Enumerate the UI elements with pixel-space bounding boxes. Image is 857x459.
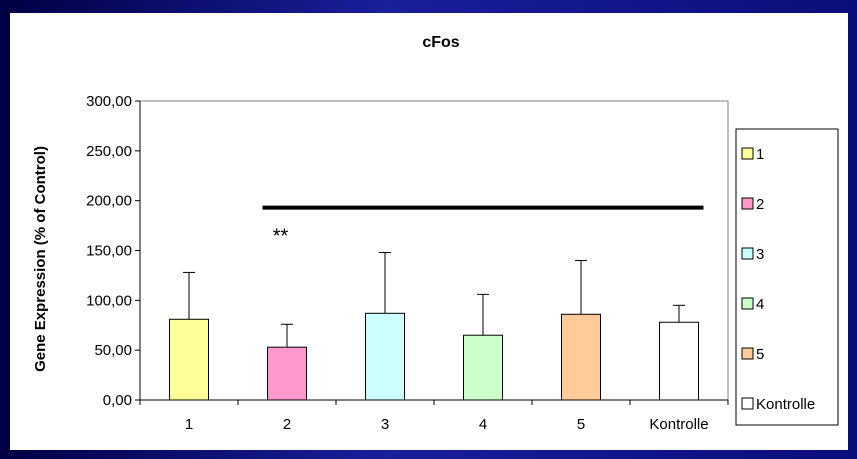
significance-label: ** (273, 226, 289, 248)
x-tick-label: Kontrolle (649, 416, 708, 433)
bar (659, 321, 699, 401)
chart-area: cFos Gene Expression (% of Control) 0,00… (10, 13, 848, 450)
legend-swatch (741, 197, 754, 210)
legend-label: 3 (756, 246, 764, 263)
y-tick-label: 50,00 (94, 342, 132, 359)
legend-swatch (741, 147, 754, 160)
y-tick-label: 150,00 (86, 243, 132, 260)
legend: 1 2 3 4 5 Kontrolle (735, 128, 839, 426)
legend-swatch (741, 247, 754, 260)
bar (365, 312, 405, 401)
plot-frame (139, 100, 729, 401)
legend-label: 1 (756, 146, 764, 163)
y-tick-label: 200,00 (86, 193, 132, 210)
bar (463, 334, 503, 401)
bar (169, 318, 209, 401)
bar (267, 346, 307, 401)
y-tick-label: 100,00 (86, 292, 132, 309)
y-tick-label: 0,00 (103, 392, 132, 409)
x-tick-label: 2 (283, 416, 291, 433)
legend-label: 5 (756, 346, 764, 363)
legend-swatch (741, 347, 754, 360)
plot-area: 0,00 50,00 100,00 150,00 200,00 250,00 300,00 1… (86, 93, 729, 433)
legend-box (735, 128, 839, 426)
x-tick-label: 1 (185, 416, 193, 433)
x-tick-label: 3 (381, 416, 389, 433)
legend-label: 4 (756, 296, 764, 313)
x-tick-label: 4 (479, 416, 487, 433)
bar-chart: cFos Gene Expression (% of Control) 0,00… (32, 34, 839, 433)
bar (561, 313, 601, 401)
legend-label: 2 (756, 196, 764, 213)
x-tick-label: 5 (577, 416, 585, 433)
y-tick-label: 250,00 (86, 143, 132, 160)
legend-label: Kontrolle (756, 396, 815, 413)
y-axis-label: Gene Expression (% of Control) (32, 146, 49, 372)
chart-title: cFos (422, 34, 459, 51)
legend-swatch (741, 297, 754, 310)
legend-swatch (741, 397, 754, 410)
y-tick-label: 300,00 (86, 93, 132, 110)
